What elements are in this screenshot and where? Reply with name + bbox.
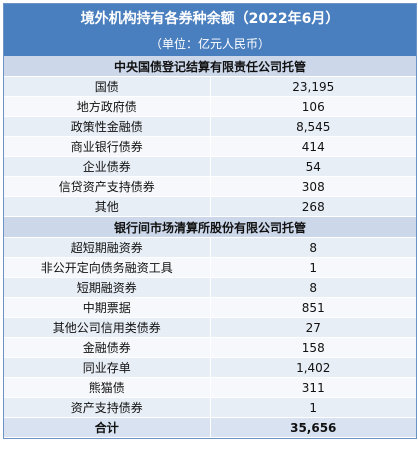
bond-type: 企业债券 <box>4 156 211 177</box>
balance-value: 106 <box>210 96 416 117</box>
bond-type: 同业存单 <box>4 357 211 378</box>
table-row: 商业银行债券 414 <box>4 136 416 157</box>
bond-type: 其他公司信用类债券 <box>4 317 211 338</box>
table-row: 信贷资产支持债券 308 <box>4 176 416 197</box>
table-row: 地方政府债 106 <box>4 96 416 117</box>
table-row: 其他公司信用类债券 27 <box>4 317 416 338</box>
total-row: 合计 35,656 <box>4 417 416 438</box>
balance-value: 8 <box>210 237 416 258</box>
table-row: 熊猫债 311 <box>4 377 416 398</box>
section-heading: 银行间市场清算所股份有限公司托管 <box>4 216 416 238</box>
balance-value: 851 <box>210 297 416 318</box>
holdings-table: 中央国债登记结算有限责任公司托管 国债 23,195 地方政府债 106 政策性金融… <box>4 56 416 438</box>
bond-type: 熊猫债 <box>4 377 211 398</box>
bond-type: 超短期融资券 <box>4 237 211 258</box>
table-row: 其他 268 <box>4 196 416 217</box>
balance-value: 54 <box>210 156 416 177</box>
section-heading: 中央国债登记结算有限责任公司托管 <box>4 56 416 77</box>
total-value: 35,656 <box>210 417 416 438</box>
bond-type: 中期票据 <box>4 297 211 318</box>
table-row: 政策性金融债 8,545 <box>4 116 416 137</box>
bond-type: 其他 <box>4 196 211 217</box>
bond-type: 国债 <box>4 76 211 97</box>
balance-value: 268 <box>210 196 416 217</box>
balance-value: 8 <box>210 277 416 298</box>
balance-value: 23,195 <box>210 76 416 97</box>
bond-type: 信贷资产支持债券 <box>4 176 211 197</box>
table-row: 同业存单 1,402 <box>4 357 416 378</box>
table-row: 国债 23,195 <box>4 76 416 97</box>
bond-type: 非公开定向债务融资工具 <box>4 257 211 278</box>
bond-type: 金融债券 <box>4 337 211 358</box>
table-row: 超短期融资券 8 <box>4 237 416 258</box>
table-title: 境外机构持有各券种余额（2022年6月） <box>80 11 340 27</box>
balance-value: 311 <box>210 377 416 398</box>
bond-type: 短期融资券 <box>4 277 211 298</box>
table-row: 企业债券 54 <box>4 156 416 177</box>
table-row: 中期票据 851 <box>4 297 416 318</box>
total-label: 合计 <box>4 417 211 438</box>
balance-value: 308 <box>210 176 416 197</box>
section-heading-row: 中央国债登记结算有限责任公司托管 <box>4 56 416 77</box>
holdings-table-card: 境外机构持有各券种余额（2022年6月） （单位：亿元人民币） 中央国债登记结算… <box>3 3 417 439</box>
bond-type: 资产支持债券 <box>4 397 211 418</box>
balance-value: 158 <box>210 337 416 358</box>
balance-value: 8,545 <box>210 116 416 137</box>
table-row: 资产支持债券 1 <box>4 397 416 418</box>
balance-value: 414 <box>210 136 416 157</box>
section-heading-row: 银行间市场清算所股份有限公司托管 <box>4 216 416 238</box>
balance-value: 1 <box>210 257 416 278</box>
balance-value: 1 <box>210 397 416 418</box>
balance-value: 27 <box>210 317 416 338</box>
table-row: 金融债券 158 <box>4 337 416 358</box>
table-header: 境外机构持有各券种余额（2022年6月） （单位：亿元人民币） <box>4 4 416 56</box>
bond-type: 商业银行债券 <box>4 136 211 157</box>
bond-type: 政策性金融债 <box>4 116 211 137</box>
balance-value: 1,402 <box>210 357 416 378</box>
bond-type: 地方政府债 <box>4 96 211 117</box>
table-row: 非公开定向债务融资工具 1 <box>4 257 416 278</box>
table-unit: （单位：亿元人民币） <box>149 37 270 51</box>
table-row: 短期融资券 8 <box>4 277 416 298</box>
